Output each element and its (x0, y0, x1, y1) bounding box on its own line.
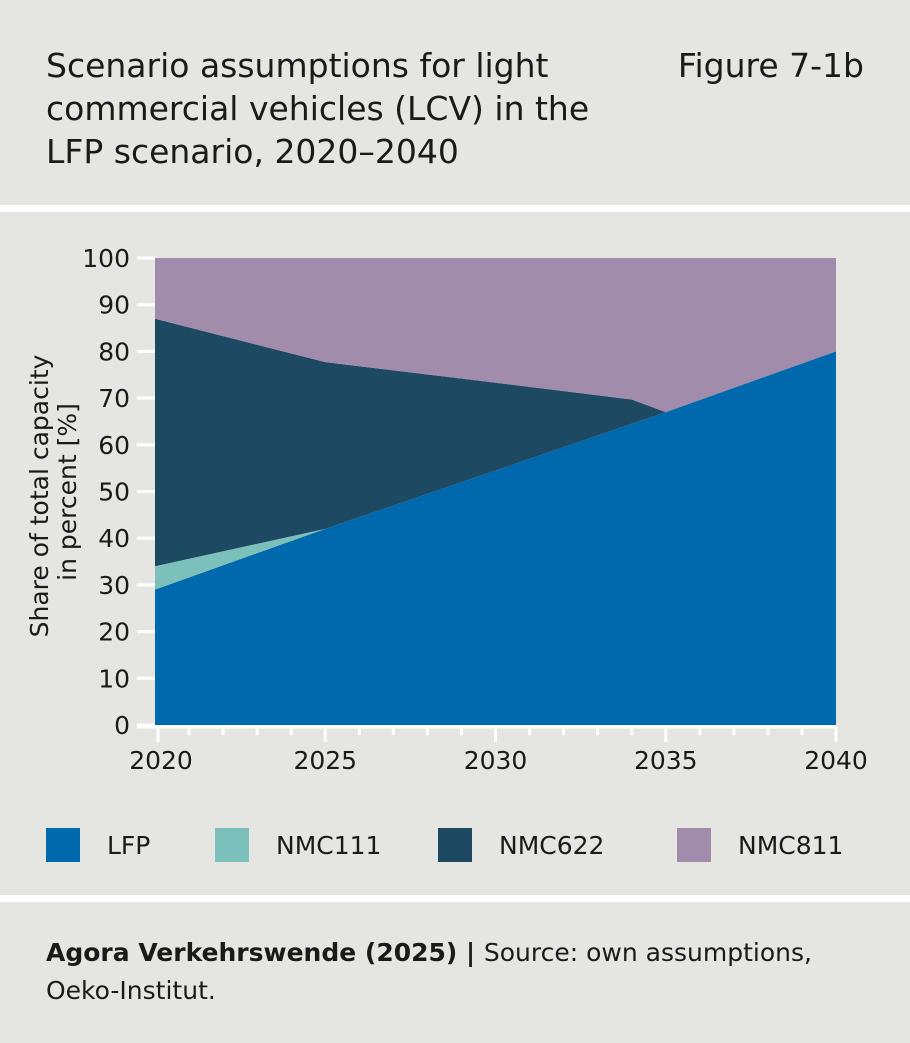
source-text: Source: own assumptions, Oeko-Institut. (46, 938, 812, 1005)
legend-label: NMC811 (738, 831, 843, 860)
y-tick-label: 20 (98, 618, 130, 647)
y-tick-label: 10 (98, 664, 130, 693)
source-note: Agora Verkehrswende (2025) | Source: own… (46, 934, 866, 1010)
x-tick-label: 2030 (464, 746, 528, 775)
y-tick-label: 100 (82, 244, 130, 273)
x-tick-label: 2025 (293, 746, 357, 775)
y-tick-label: 40 (98, 524, 130, 553)
legend-label: LFP (107, 831, 150, 860)
y-tick-label: 30 (98, 571, 130, 600)
legend-label: NMC622 (499, 831, 604, 860)
x-tick-label: 2040 (804, 746, 868, 775)
legend-swatch-lfp (46, 828, 80, 862)
divider (0, 205, 910, 212)
y-tick-label: 70 (98, 384, 130, 413)
area-lfp (155, 351, 836, 725)
y-tick-label: 50 (98, 478, 130, 507)
x-tick-label: 2035 (634, 746, 698, 775)
y-tick-label: 80 (98, 337, 130, 366)
legend-label: NMC111 (276, 831, 381, 860)
legend-swatch-nmc622 (438, 828, 472, 862)
divider (0, 895, 910, 902)
figure-label: Figure 7-1b (677, 46, 864, 85)
source-separator: | (457, 938, 484, 967)
source-publisher: Agora Verkehrswende (2025) (46, 938, 458, 967)
legend-swatch-nmc111 (215, 828, 249, 862)
area-nmc622 (155, 318, 836, 567)
chart-title: Scenario assumptions for light commercia… (46, 46, 590, 171)
y-tick-label: 60 (98, 431, 130, 460)
y-tick-label: 90 (98, 291, 130, 320)
y-tick-label: 0 (114, 711, 130, 740)
x-tick-label: 2020 (129, 746, 193, 775)
area-nmc811 (155, 258, 836, 413)
y-axis-label: Share of total capacity in percent [%] (25, 347, 82, 638)
legend-swatch-nmc811 (677, 828, 711, 862)
